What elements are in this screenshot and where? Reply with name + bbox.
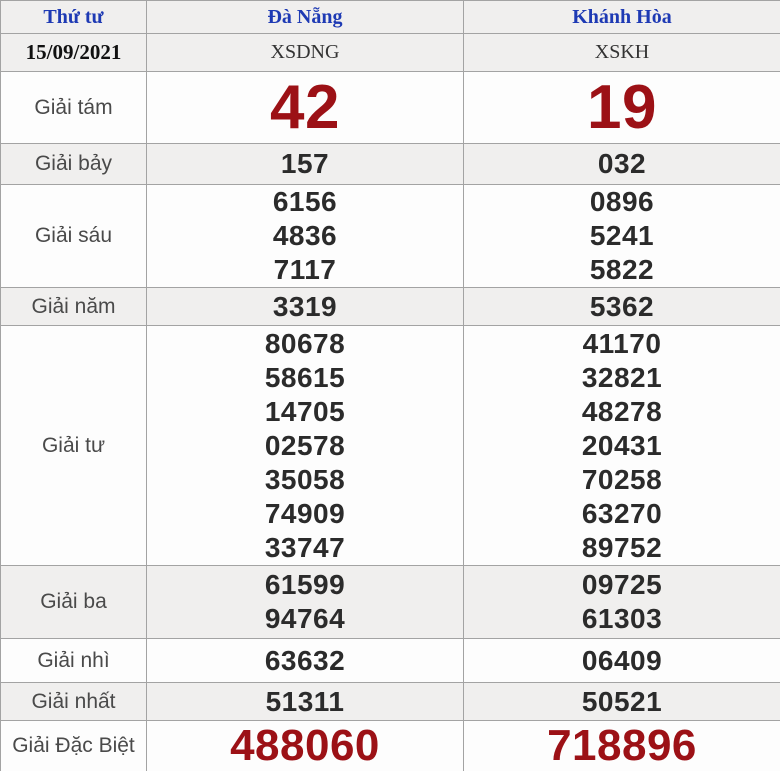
- prize-number: 61303: [581, 603, 663, 634]
- prize-label: Giải Đặc Biệt: [0, 720, 147, 771]
- prize-number: 20431: [581, 429, 663, 461]
- prize-number: 718896: [547, 721, 697, 770]
- prize-number: 32821: [581, 361, 663, 393]
- prize-numbers-khanhhoa: 50521: [463, 682, 780, 721]
- prize-number: 5241: [589, 220, 655, 251]
- station-code-danang: XSDNG: [146, 33, 464, 72]
- prize-number: 70258: [581, 463, 663, 495]
- station-code-khanhhoa: XSKH: [463, 33, 780, 72]
- prize-number: 02578: [264, 429, 346, 461]
- prize-label: Giải năm: [0, 287, 147, 326]
- prize-label: Giải tư: [0, 325, 147, 566]
- prize-number: 14705: [264, 395, 346, 427]
- prize-row: Giải ba 61599 94764 09725 61303: [0, 565, 780, 639]
- prize-row: Giải tư 80678 58615 14705 02578 35058 74909 337…: [0, 325, 780, 566]
- prize-numbers-danang: 157: [146, 143, 464, 185]
- prize-number: 06409: [581, 644, 663, 676]
- prize-label: Giải sáu: [0, 184, 147, 288]
- prize-label: Giải nhất: [0, 682, 147, 721]
- prize-number: 4836: [272, 220, 338, 251]
- prize-number: 032: [597, 148, 647, 179]
- prize-number: 80678: [264, 327, 346, 359]
- prize-number: 09725: [581, 569, 663, 600]
- prize-number: 6156: [272, 186, 338, 217]
- prize-number: 3319: [272, 290, 338, 322]
- header-danang-link[interactable]: Đà Nẵng: [146, 0, 464, 34]
- prize-number: 488060: [230, 721, 380, 770]
- prize-number: 58615: [264, 361, 346, 393]
- prize-row: Giải sáu 6156 4836 7117 0896 5241 5822: [0, 184, 780, 288]
- prize-numbers-danang: 80678 58615 14705 02578 35058 74909 33747: [146, 325, 464, 566]
- prize-numbers-khanhhoa: 718896: [463, 720, 780, 771]
- prize-row: Giải năm 3319 5362: [0, 287, 780, 326]
- prize-row: Giải bảy 157 032: [0, 143, 780, 185]
- prize-numbers-danang: 63632: [146, 638, 464, 683]
- prize-numbers-danang: 61599 94764: [146, 565, 464, 639]
- prize-number: 89752: [581, 531, 663, 563]
- prize-number: 5362: [589, 290, 655, 322]
- prize-number: 42: [270, 72, 340, 142]
- prize-number: 74909: [264, 497, 346, 529]
- prize-numbers-khanhhoa: 41170 32821 48278 20431 70258 63270 89752: [463, 325, 780, 566]
- prize-label: Giải ba: [0, 565, 147, 639]
- prize-number: 5822: [589, 254, 655, 285]
- prize-numbers-khanhhoa: 5362: [463, 287, 780, 326]
- prize-numbers-danang: 6156 4836 7117: [146, 184, 464, 288]
- prize-number: 63632: [264, 644, 346, 676]
- prize-numbers-khanhhoa: 19: [463, 71, 780, 144]
- prize-number: 61599: [264, 569, 346, 600]
- prize-number: 35058: [264, 463, 346, 495]
- prize-numbers-khanhhoa: 032: [463, 143, 780, 185]
- prize-label: Giải tám: [0, 71, 147, 144]
- prize-label: Giải bảy: [0, 143, 147, 185]
- prize-row: Giải nhì 63632 06409: [0, 638, 780, 683]
- header-weekday-link[interactable]: Thứ tư: [0, 0, 147, 34]
- prize-numbers-danang: 488060: [146, 720, 464, 771]
- prize-numbers-khanhhoa: 09725 61303: [463, 565, 780, 639]
- header-row: Thứ tư Đà Nẵng Khánh Hòa: [0, 0, 780, 34]
- prize-row: Giải nhất 51311 50521: [0, 682, 780, 721]
- prize-label: Giải nhì: [0, 638, 147, 683]
- prize-number: 33747: [264, 531, 346, 563]
- subheader-row: 15/09/2021 XSDNG XSKH: [0, 33, 780, 72]
- prize-numbers-khanhhoa: 06409: [463, 638, 780, 683]
- prize-number: 157: [280, 148, 330, 179]
- prize-numbers-danang: 3319: [146, 287, 464, 326]
- prize-number: 41170: [582, 327, 662, 359]
- header-khanhhoa-link[interactable]: Khánh Hòa: [463, 0, 780, 34]
- prize-number: 19: [587, 72, 657, 142]
- prize-row: Giải Đặc Biệt 488060 718896: [0, 720, 780, 771]
- prize-number: 63270: [581, 497, 663, 529]
- prize-row: Giải tám 42 19: [0, 71, 780, 144]
- prize-number: 51311: [265, 685, 345, 717]
- prize-numbers-danang: 42: [146, 71, 464, 144]
- prize-number: 0896: [589, 186, 655, 217]
- prize-numbers-khanhhoa: 0896 5241 5822: [463, 184, 780, 288]
- prize-number: 48278: [581, 395, 663, 427]
- prize-number: 7117: [273, 254, 337, 285]
- prize-number: 50521: [581, 685, 663, 717]
- prize-numbers-danang: 51311: [146, 682, 464, 721]
- draw-date: 15/09/2021: [0, 33, 147, 72]
- prize-number: 94764: [264, 603, 346, 634]
